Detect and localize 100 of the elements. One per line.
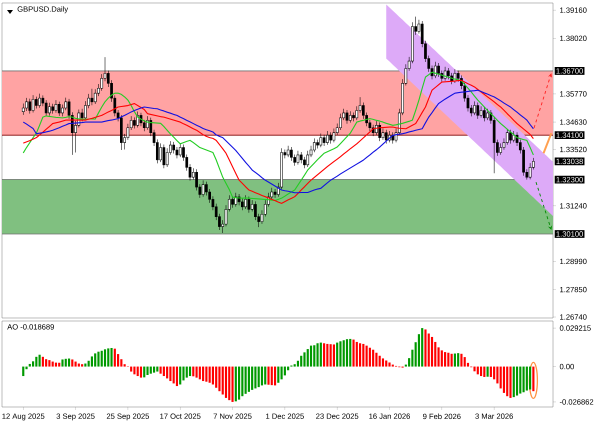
bar [146,366,149,375]
bar [457,353,460,367]
bar [260,366,264,386]
bar [74,362,77,367]
candlestick [306,150,310,168]
bar [45,359,48,367]
bar [464,357,466,367]
bar [316,343,319,367]
bar [326,344,328,367]
bar [169,366,172,382]
bar [506,366,508,396]
bar [143,366,146,378]
bar [152,366,156,373]
candlestick [286,146,290,158]
bar [71,359,74,367]
bar [342,340,345,367]
candlestick [240,198,244,211]
candlestick [38,93,41,108]
bar [28,364,31,367]
candlestick [480,106,482,118]
bar [450,354,453,367]
candlestick [51,104,54,114]
bar [270,366,273,386]
bar [421,328,424,367]
bar [94,353,96,367]
bar [150,366,152,374]
candlestick [326,130,329,146]
bar [306,349,309,367]
bar [234,366,237,402]
candlestick [248,196,250,214]
bar [231,366,234,402]
bar [430,336,434,367]
bar [483,366,486,377]
bar [215,366,218,388]
bar [38,354,41,367]
candlestick [32,94,34,113]
bar [212,366,214,384]
bar [428,334,430,367]
bar [107,348,110,367]
bar [68,358,70,367]
bar [512,366,515,398]
bar [372,350,374,367]
bar [251,366,254,390]
bar [104,349,106,367]
candlestick [54,100,58,113]
bar [186,366,188,378]
candlestick [437,62,440,78]
bar [160,366,162,374]
bar [346,339,348,367]
bar [166,366,168,378]
bar [473,366,476,372]
candlestick [506,128,509,146]
bar [447,352,450,367]
bar [162,366,165,376]
bar [336,342,338,367]
bar [516,366,518,396]
bar [388,362,391,367]
bar [241,366,244,396]
bar [330,344,332,367]
bar [502,366,506,393]
bar [444,352,446,367]
bar [130,366,132,372]
bar [267,366,270,385]
bar [208,366,211,383]
bar [522,366,525,392]
candlestick [486,108,489,120]
bar [375,352,378,367]
bar [526,366,528,391]
candlestick [231,196,234,208]
bar [97,352,100,367]
bar [362,344,364,367]
bar [476,366,479,374]
bar [205,366,208,382]
bar [385,360,388,367]
candlestick [473,101,476,116]
bar [284,366,286,376]
bar [133,366,136,374]
bar [509,366,512,398]
candlestick [329,132,332,144]
bar [349,338,352,367]
bar [277,366,280,383]
candlestick [296,150,300,165]
bar [440,350,443,367]
bar [323,343,326,367]
bar [378,356,381,367]
bar [64,358,67,367]
bar [81,364,84,367]
bar [332,344,335,367]
bar [54,362,58,367]
bar [294,364,296,367]
bar [486,366,489,377]
bar [313,345,316,367]
bar [493,366,496,380]
bar [110,348,113,367]
bar [424,329,427,367]
bar [78,364,80,367]
bar [195,366,198,378]
bar [136,366,139,376]
bar [84,364,86,367]
bar [238,366,240,400]
